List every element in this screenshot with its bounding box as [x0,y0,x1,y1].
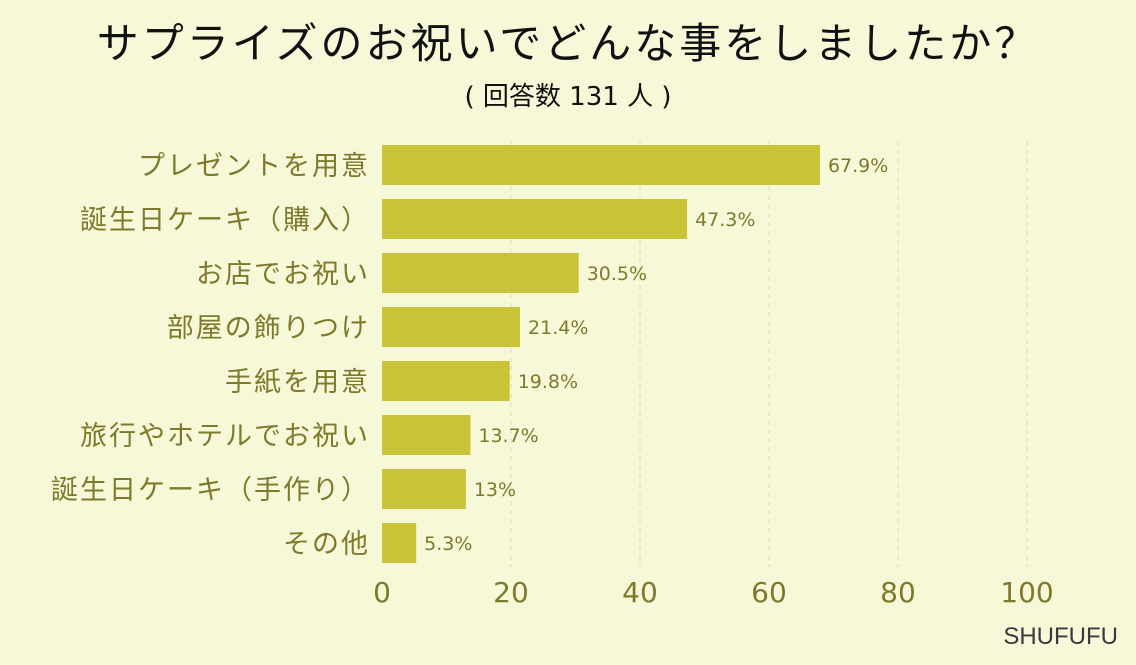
x-tick-label: 60 [751,576,787,609]
bar [382,361,510,401]
bar [382,523,417,563]
x-tick-label: 80 [880,576,916,609]
value-labels: 67.9% 47.3% 30.5% 21.4% 19.8% 13.7% 13% 5.3% [424,155,888,555]
category-label: 部屋の飾りつけ [167,313,370,344]
category-label: お店でお祝い [196,259,370,290]
grid-lines [510,141,1028,567]
x-tick-label: 100 [1000,576,1053,609]
category-label: 誕生日ケーキ（手作り） [51,475,370,506]
bar [382,253,579,293]
bar [382,469,466,509]
watermark: SHUFUFU [1003,623,1118,650]
x-tick-label: 20 [493,576,529,609]
bar [382,199,688,239]
category-label: 旅行やホテルでお祝い [80,421,370,452]
value-label: 67.9% [828,155,888,177]
value-label: 19.8% [518,371,578,393]
value-label: 21.4% [528,317,588,339]
x-tick-labels: 0 20 40 60 80 100 [373,576,1054,609]
x-tick-label: 40 [622,576,658,609]
bar [382,415,471,455]
value-label: 13% [474,479,516,501]
category-label: その他 [283,529,370,560]
bar [382,145,820,185]
category-label: 誕生日ケーキ（購入） [80,205,370,236]
x-tick-label: 0 [373,576,391,609]
chart-title: サプライズのお祝いでどんな事をしましたか？ [96,19,1040,68]
value-label: 5.3% [424,533,472,555]
value-label: 47.3% [695,209,755,231]
value-label: 30.5% [587,263,647,285]
chart-subtitle: ( 回答数 131 人 ) [464,82,672,112]
bar [382,307,521,347]
value-label: 13.7% [478,425,538,447]
category-label: 手紙を用意 [225,367,370,398]
category-label: プレゼントを用意 [138,151,370,182]
bars [382,145,820,563]
